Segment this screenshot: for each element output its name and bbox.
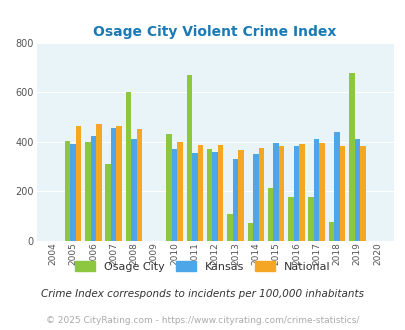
Bar	[136, 129, 142, 241]
Bar	[131, 139, 136, 241]
Bar	[126, 92, 131, 241]
Bar	[116, 126, 121, 241]
Bar	[207, 149, 212, 241]
Bar	[247, 223, 252, 241]
Bar	[85, 142, 90, 241]
Bar	[232, 159, 238, 241]
Bar	[252, 154, 258, 241]
Bar	[348, 73, 354, 241]
Bar	[70, 144, 76, 241]
Bar	[258, 148, 263, 241]
Bar	[298, 144, 304, 241]
Bar	[197, 145, 202, 241]
Bar	[212, 152, 217, 241]
Bar	[171, 149, 177, 241]
Bar	[267, 188, 273, 241]
Bar	[166, 134, 171, 241]
Bar	[339, 146, 344, 241]
Bar	[217, 145, 223, 241]
Bar	[273, 143, 278, 241]
Bar	[308, 197, 313, 241]
Bar	[354, 139, 359, 241]
Bar	[359, 146, 364, 241]
Bar	[293, 146, 298, 241]
Bar	[333, 132, 339, 241]
Bar	[96, 124, 101, 241]
Bar	[90, 136, 96, 241]
Title: Osage City Violent Crime Index: Osage City Violent Crime Index	[93, 25, 336, 39]
Bar	[186, 75, 192, 241]
Bar	[76, 126, 81, 241]
Bar	[328, 222, 333, 241]
Bar	[288, 197, 293, 241]
Text: Crime Index corresponds to incidents per 100,000 inhabitants: Crime Index corresponds to incidents per…	[41, 289, 364, 299]
Bar	[313, 139, 319, 241]
Bar	[319, 143, 324, 241]
Legend: Osage City, Kansas, National: Osage City, Kansas, National	[70, 256, 335, 276]
Bar	[227, 214, 232, 241]
Bar	[192, 153, 197, 241]
Bar	[177, 142, 182, 241]
Bar	[105, 164, 111, 241]
Bar	[278, 146, 284, 241]
Text: © 2025 CityRating.com - https://www.cityrating.com/crime-statistics/: © 2025 CityRating.com - https://www.city…	[46, 316, 359, 325]
Bar	[65, 141, 70, 241]
Bar	[238, 150, 243, 241]
Bar	[111, 128, 116, 241]
